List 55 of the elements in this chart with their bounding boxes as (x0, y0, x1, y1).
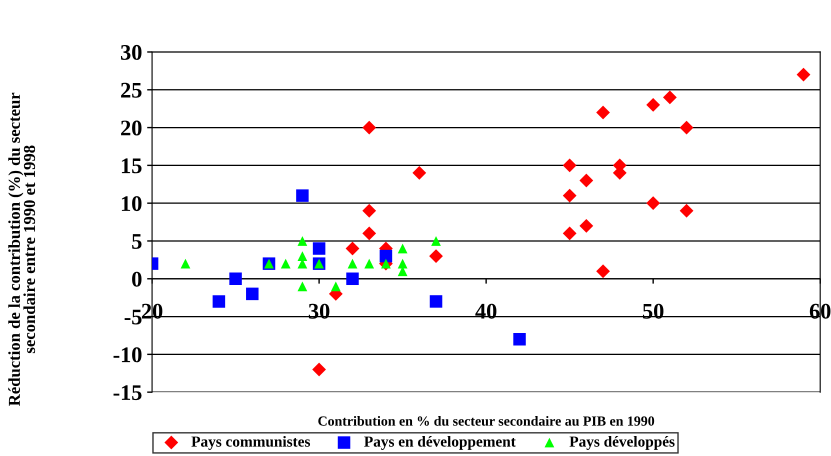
y-tick-label: 10 (122, 196, 142, 212)
point (364, 258, 374, 269)
point (646, 196, 660, 210)
point (298, 281, 308, 292)
point (180, 258, 190, 269)
point (348, 258, 358, 269)
x-axis-title: Contribution en % du secteur secondaire au PIB en 1990 (318, 416, 654, 426)
point (246, 288, 259, 300)
point (280, 258, 291, 269)
point (398, 244, 408, 254)
point (362, 120, 376, 134)
point (380, 250, 392, 262)
point (362, 204, 376, 218)
y-tick-label: 25 (121, 82, 142, 98)
y-tick-label: -5 (124, 310, 142, 324)
point (680, 120, 694, 134)
point (430, 295, 442, 308)
point (298, 236, 308, 246)
point (646, 98, 660, 112)
y-tick-label: -10 (114, 347, 142, 362)
point (346, 242, 360, 256)
point (796, 68, 810, 82)
point (330, 281, 341, 292)
point (312, 242, 326, 255)
y-tick-label: 0 (132, 272, 142, 287)
point (596, 106, 610, 120)
point (412, 166, 426, 180)
point (398, 258, 408, 269)
legend-label: Pays communistes (191, 436, 310, 450)
y-tick-label: 20 (121, 120, 142, 136)
y-tick-label: -15 (114, 385, 142, 400)
y-tick-label: 15 (122, 158, 142, 174)
y-axis-title: Réduction de la contribution (%) du secteur secondaire entre 1990 et 1998 (8, 92, 36, 406)
legend-label: Pays en développement (364, 436, 516, 450)
point (562, 188, 577, 202)
point (680, 204, 694, 218)
point (596, 264, 610, 278)
point (229, 272, 242, 286)
point (312, 362, 326, 376)
point (296, 189, 309, 202)
point (346, 272, 359, 286)
point (562, 158, 577, 172)
point (431, 236, 441, 246)
legend-label: Pays développés (570, 436, 675, 450)
point (579, 174, 594, 188)
point (429, 249, 443, 263)
point (662, 90, 677, 104)
y-tick-label: 5 (132, 234, 142, 249)
point (362, 226, 376, 240)
y-tick-label: 30 (120, 44, 142, 60)
point (579, 218, 594, 233)
point (212, 295, 226, 308)
point (562, 226, 577, 240)
point (513, 332, 526, 346)
point (298, 251, 308, 261)
